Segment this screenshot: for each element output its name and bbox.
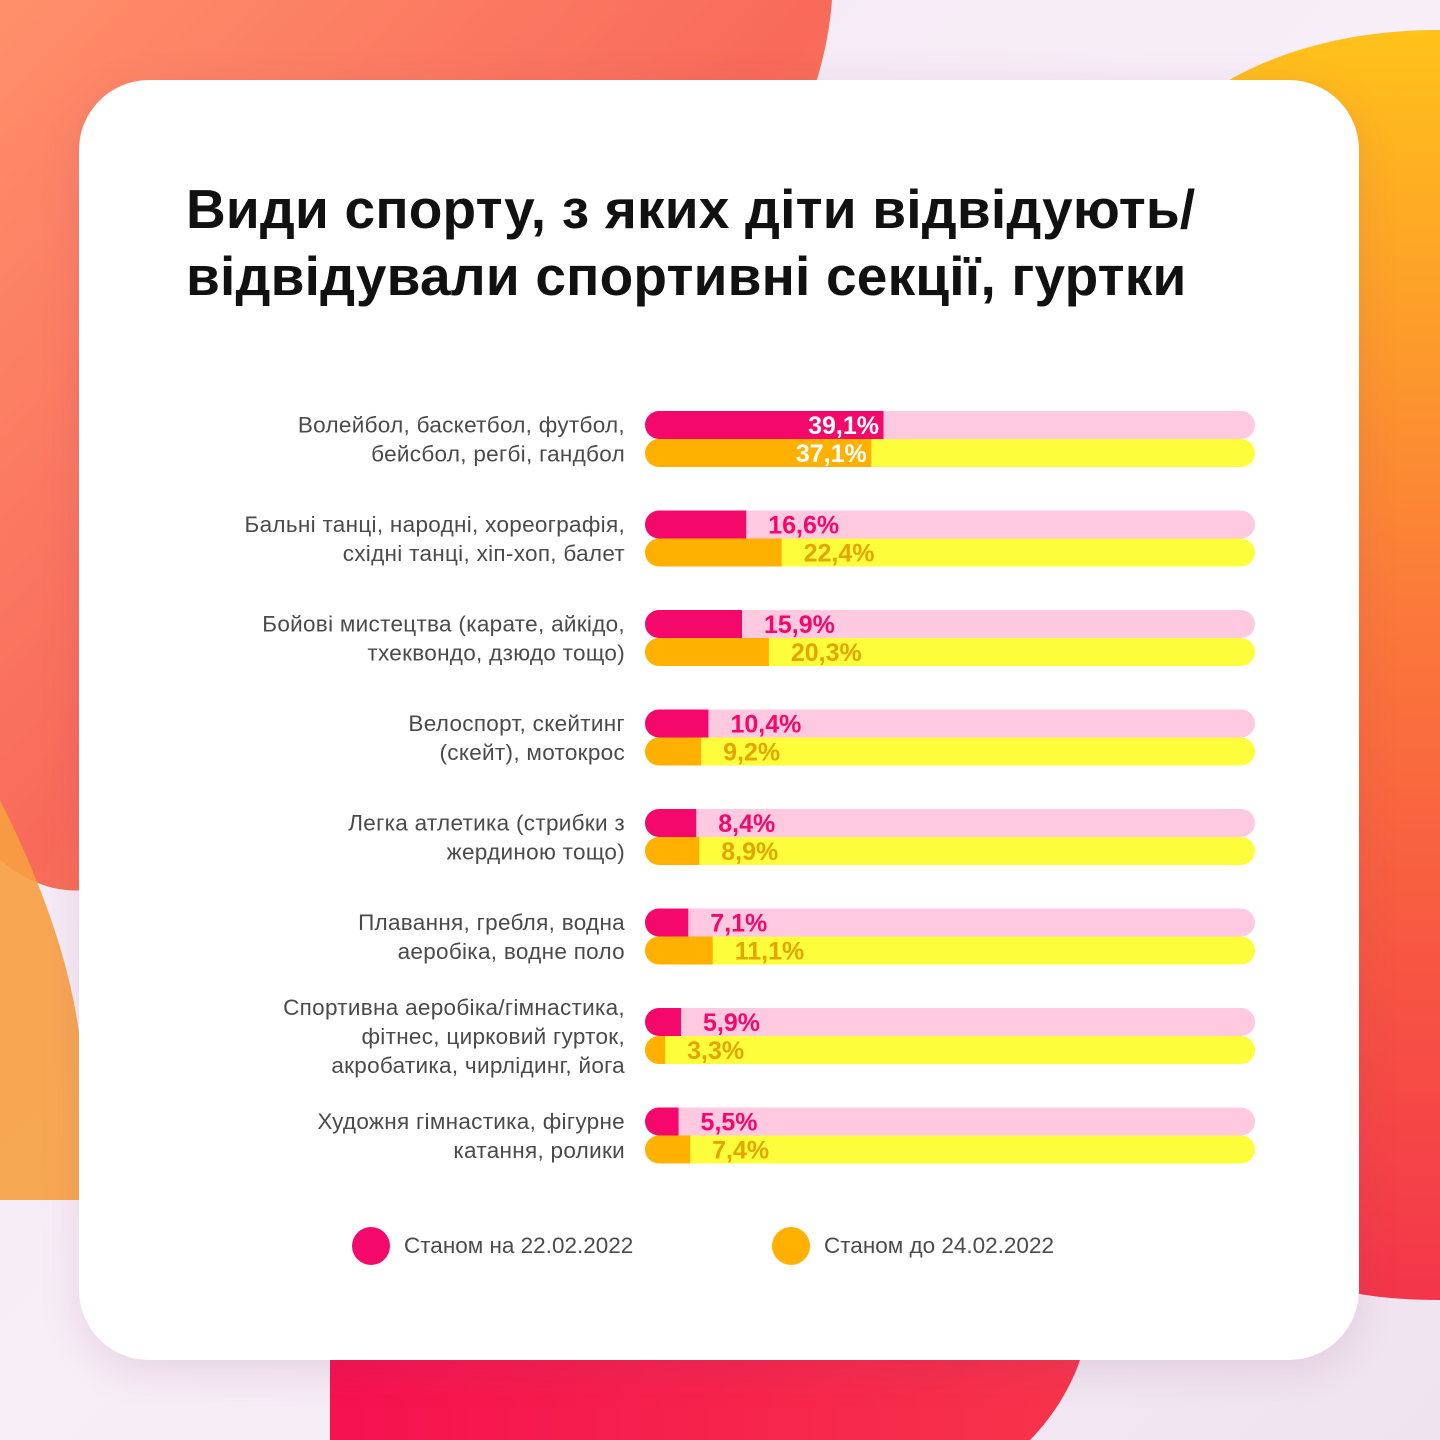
category-label: аеробіка, водне поло: [398, 939, 625, 964]
category-label: тхеквондо, дзюдо тощо): [367, 641, 625, 666]
bar-fill: [645, 1107, 679, 1136]
value-label: 20,3%: [791, 639, 862, 667]
bar-fill: [645, 837, 700, 865]
bar-fill: [645, 1008, 681, 1036]
category-label: катання, ролики: [453, 1138, 625, 1163]
value-label: 10,4%: [730, 711, 801, 739]
value-label: 7,4%: [712, 1137, 769, 1165]
bar-track: [645, 638, 1255, 666]
category-label: Волейбол, баскетбол, футбол,: [298, 413, 625, 438]
legend-item-24-02: Станом до 24.02.2022: [772, 1227, 1054, 1265]
bar-track: [645, 1135, 1255, 1164]
value-label: 5,5%: [701, 1109, 758, 1137]
bar-fill: [645, 610, 742, 638]
value-label: 9,2%: [723, 739, 780, 767]
value-label: 8,9%: [721, 838, 778, 866]
bar-track: [645, 737, 1255, 766]
value-label: 11,1%: [735, 938, 805, 966]
legend-item-22-02: Станом на 22.02.2022: [352, 1227, 633, 1265]
category-label: бейсбол, регбі, гандбол: [371, 442, 625, 467]
value-label: 15,9%: [764, 611, 835, 639]
bar-track: [645, 1036, 1255, 1064]
bar-track: [645, 538, 1255, 567]
value-label: 22,4%: [804, 540, 875, 568]
bar-fill: [645, 809, 697, 837]
value-label: 8,4%: [718, 810, 775, 838]
value-label: 3,3%: [687, 1037, 744, 1065]
bar-fill: [645, 936, 713, 965]
legend-label-22-02: Станом на 22.02.2022: [404, 1233, 634, 1258]
category-label: акробатика, чирлідинг, йога: [331, 1053, 625, 1078]
bar-fill: [645, 709, 709, 738]
bar-fill: [645, 908, 689, 937]
value-label: 37,1%: [796, 440, 867, 468]
bar-fill: [645, 439, 872, 467]
bar-track: [645, 809, 1255, 837]
bar-track: [645, 908, 1255, 937]
bar-track: [645, 510, 1255, 539]
bar-track: [645, 1008, 1255, 1036]
category-label: Бойові мистецтва (карате, айкідо,: [262, 612, 625, 637]
category-label: фітнес, цирковий гурток,: [361, 1024, 625, 1049]
value-label: 16,6%: [768, 512, 839, 540]
category-label: (скейт), мотокрос: [440, 740, 626, 765]
value-label: 5,9%: [703, 1009, 760, 1037]
category-label: жердиною тощо): [447, 840, 625, 865]
category-label: Спортивна аеробіка/гімнастика,: [283, 995, 625, 1020]
bar-fill: [645, 1036, 666, 1064]
category-label: Велоспорт, скейтинг: [408, 711, 625, 736]
bar-track: [645, 936, 1255, 965]
chart-title: Види спорту, з яких діти відвідують/відв…: [186, 178, 1196, 307]
bar-track: [645, 610, 1255, 638]
category-label: Легка атлетика (стрибки з: [348, 811, 625, 836]
category-label: Плавання, гребля, водна: [358, 910, 625, 935]
bar-fill: [645, 1135, 691, 1164]
legend-swatch-orange: [772, 1227, 810, 1265]
legend-label-24-02: Станом до 24.02.2022: [824, 1233, 1054, 1258]
bar-fill: [645, 510, 747, 539]
value-label: 39,1%: [808, 412, 879, 440]
category-label: східні танці, хіп-хоп, балет: [343, 541, 625, 566]
bar-fill: [645, 411, 884, 439]
bar-fill: [645, 737, 702, 766]
legend-swatch-pink: [352, 1227, 390, 1265]
bar-fill: [645, 638, 769, 666]
bar-track: [645, 709, 1255, 738]
bar-fill: [645, 538, 782, 567]
chart-legend: Станом на 22.02.2022 Станом до 24.02.202…: [0, 1227, 1440, 1267]
category-label: Художня гімнастика, фігурне: [317, 1109, 625, 1134]
bar-track: [645, 1107, 1255, 1136]
category-label: Бальні танці, народні, хореографія,: [245, 512, 625, 537]
bar-track: [645, 837, 1255, 865]
value-label: 7,1%: [710, 910, 767, 938]
